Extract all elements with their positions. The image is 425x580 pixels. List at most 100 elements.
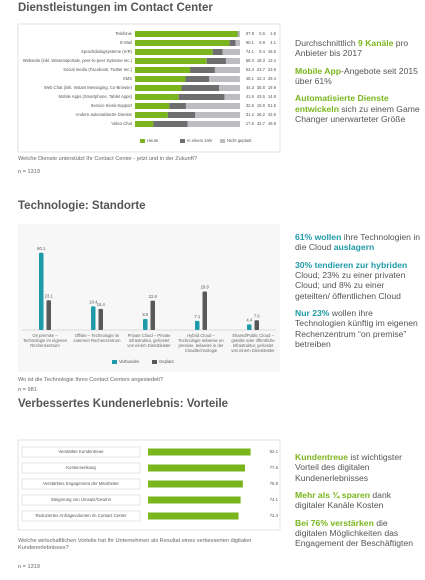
value-label: 82.1 bbox=[270, 449, 279, 454]
bar bbox=[91, 306, 96, 330]
value-label: 44.3 bbox=[246, 85, 255, 90]
value-label: 16.5 bbox=[268, 49, 277, 54]
highlight-text: pro Anbieter bis 2017 bbox=[295, 38, 409, 59]
value-label: 68.3 bbox=[246, 58, 255, 63]
highlight-text: dank digitaler Kanäle Kosten bbox=[295, 489, 392, 511]
bar-segment bbox=[167, 112, 196, 118]
highlight-emphasis: 61% wollen bbox=[295, 232, 342, 242]
chart-frame bbox=[18, 224, 280, 372]
bar bbox=[247, 324, 252, 330]
bar-segment bbox=[135, 67, 191, 73]
bar-segment bbox=[135, 49, 213, 55]
highlight-text: Durchschnittlich bbox=[295, 38, 359, 48]
value-label: 41.6 bbox=[246, 94, 255, 99]
value-label: 19.9 bbox=[268, 85, 277, 90]
bar bbox=[150, 300, 155, 330]
category-label: Sprachdialogsysteme (IVR) bbox=[81, 49, 133, 54]
highlight-emphasis: Nur 23% bbox=[295, 307, 330, 318]
highlight-emphasis: auslagern bbox=[333, 242, 375, 253]
bar-segment bbox=[209, 76, 240, 82]
bar-segment bbox=[181, 85, 220, 91]
label-box bbox=[21, 478, 141, 490]
bar bbox=[143, 318, 148, 330]
legend-swatch bbox=[180, 139, 185, 143]
highlight-emphasis: 9 Kanäle bbox=[358, 38, 394, 48]
value-label: 32.7 bbox=[257, 121, 266, 126]
value-label: 26.2 bbox=[257, 112, 266, 117]
highlight-text: wollen ihre Technologien künftig im eige… bbox=[295, 307, 418, 349]
value-label: 49.8 bbox=[268, 121, 277, 126]
value-label: 5.8 bbox=[259, 40, 265, 45]
value-label: 74.1 bbox=[270, 497, 279, 502]
highlight: Mehr als ¾ sparen dank digitaler Kanäle … bbox=[295, 490, 421, 511]
bar-segment bbox=[169, 103, 186, 109]
bar bbox=[195, 320, 200, 330]
value-label: 15.9 bbox=[257, 103, 266, 108]
category-label: On premise – Technologie im eigenen Rech… bbox=[23, 333, 67, 349]
bar-segment bbox=[135, 85, 182, 91]
value-label: 22.4 bbox=[257, 76, 266, 81]
label-box bbox=[21, 462, 141, 474]
value-label: 60.1 bbox=[37, 246, 46, 251]
bar-segment bbox=[214, 67, 240, 73]
highlight-block: Durchschnittlich 9 Kanäle pro Anbieter b… bbox=[295, 38, 421, 131]
bar bbox=[98, 308, 103, 330]
category-label: Shared/Public Cloud – geteilte oder öffe… bbox=[231, 333, 275, 354]
value-label: 48.1 bbox=[246, 76, 255, 81]
value-label: 16.4 bbox=[97, 302, 106, 307]
value-label: 17.5 bbox=[246, 121, 255, 126]
value-label: 13.4 bbox=[268, 58, 277, 63]
category-label: Hybrid Cloud – Technologie teilweise on … bbox=[178, 333, 224, 354]
value-label: 32.6 bbox=[246, 103, 255, 108]
value-label: 52.4 bbox=[246, 67, 255, 72]
question: Welche wirtschaftlichen Vorteile hat Ihr… bbox=[18, 538, 252, 552]
legend-label: Heute bbox=[147, 138, 159, 143]
bar bbox=[148, 464, 245, 472]
bar-segment bbox=[238, 31, 240, 37]
highlight-block: 61% wollen ihre Technologien in die Clou… bbox=[295, 232, 421, 356]
highlight-emphasis: Kundentreue bbox=[295, 452, 348, 462]
category-label: Service Kiosk-Support bbox=[91, 103, 133, 108]
bar-segment bbox=[235, 40, 240, 46]
category-label: Andere automatisierte Dienste bbox=[76, 112, 133, 117]
value-label: 97.8 bbox=[246, 31, 255, 36]
value-label: 75.9 bbox=[270, 481, 279, 486]
highlight: Automatisierte Dienste entwickeln sich z… bbox=[295, 93, 421, 124]
value-label: 7.6 bbox=[254, 313, 260, 318]
highlight: 61% wollen ihre Technologien in die Clou… bbox=[295, 232, 421, 253]
bar-segment bbox=[187, 121, 240, 127]
value-label: 4.4 bbox=[246, 317, 252, 322]
value-label: 43.6 bbox=[257, 94, 266, 99]
value-label: 42.6 bbox=[268, 112, 277, 117]
value-label: 9.4 bbox=[259, 49, 265, 54]
category-label: Steigerung von Umsatz/Gewinn bbox=[51, 497, 112, 502]
value-label: 7.1 bbox=[194, 314, 200, 319]
bar-segment bbox=[135, 121, 154, 127]
bar-segment bbox=[185, 103, 240, 109]
highlight: Bei 76% verstärken die digitalen Möglich… bbox=[295, 518, 421, 549]
value-label: 74.1 bbox=[246, 49, 255, 54]
value-label: 31.2 bbox=[246, 112, 255, 117]
section-title: Verbessertes Kundenerlebnis: Vorteile bbox=[18, 398, 229, 410]
bar-segment bbox=[153, 121, 188, 127]
category-label: Kostensenkung bbox=[66, 465, 96, 470]
highlight-emphasis: 30% tendieren zur hybriden bbox=[295, 259, 408, 270]
category-label: Mobile Apps (Smartphone, Tablet Apps) bbox=[59, 94, 133, 99]
highlight: 30% tendieren zur hybriden Cloud; 23% zu… bbox=[295, 260, 421, 301]
question: Welche Dienste unterstützt Ihr Contact C… bbox=[18, 156, 197, 162]
legend-swatch bbox=[140, 139, 145, 143]
value-label: 23.7 bbox=[257, 67, 266, 72]
question: Wo ist die Technologie Ihres Contact Cen… bbox=[18, 377, 164, 383]
value-label: 29.4 bbox=[268, 76, 277, 81]
bar-segment bbox=[135, 40, 230, 46]
legend-label: Verbunden bbox=[119, 359, 140, 364]
highlight-emphasis: Automatisierte Dienste entwickeln bbox=[295, 93, 389, 114]
bar bbox=[46, 300, 51, 330]
value-label: 90.1 bbox=[246, 40, 255, 45]
label-box bbox=[21, 446, 141, 458]
highlight-text: ist wichtigster Vorteil des digitalen Ku… bbox=[295, 452, 402, 483]
category-label: Verstärktes Engagement der Mitarbeiter bbox=[43, 481, 120, 486]
value-label: 29.9 bbox=[201, 285, 210, 290]
legend-swatch bbox=[152, 360, 157, 364]
